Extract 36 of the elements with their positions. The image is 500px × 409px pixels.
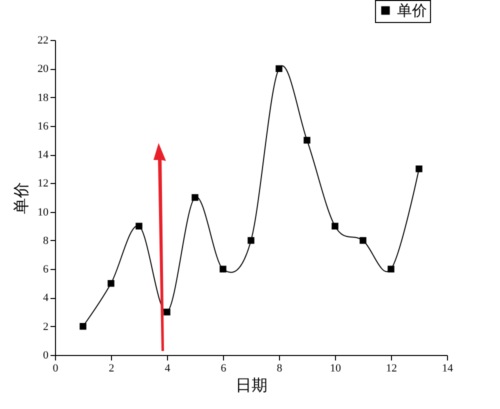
point: [332, 222, 338, 230]
point: [276, 65, 282, 72]
y-tick-label: 12: [38, 178, 48, 190]
x-tick-label: 10: [330, 362, 342, 374]
point: [108, 280, 114, 287]
y-tick-label: 18: [38, 92, 49, 104]
x-tick-label: 12: [386, 362, 397, 374]
y-tick-label: 6: [43, 264, 49, 276]
x-tick-label: 2: [108, 362, 114, 374]
y-tick-label: 4: [43, 292, 49, 304]
y-tick-label: 0: [43, 350, 49, 362]
y-tick-label: 16: [38, 120, 49, 132]
y-tick-label: 22: [38, 34, 48, 46]
x-tick-label: 4: [164, 362, 171, 374]
y-tick-label: 10: [38, 206, 49, 218]
legend-label: 单价: [397, 2, 427, 20]
x-tick-label: 14: [442, 362, 454, 374]
x-tick-label: 8: [276, 362, 283, 374]
point: [416, 166, 422, 172]
y-tick-label: 20: [38, 63, 49, 76]
y-tick-label: 14: [38, 149, 49, 162]
point: [388, 266, 394, 272]
y-tick-label: 2: [43, 320, 48, 333]
point: [164, 308, 170, 316]
x-tick-label: 0: [52, 362, 59, 374]
x-tick-label: 6: [220, 362, 227, 374]
y-tick-label: 8: [43, 234, 49, 247]
point: [192, 194, 198, 201]
x-axis-title: 日期: [236, 376, 268, 394]
point: [80, 323, 86, 330]
y-axis-title: 单价: [12, 182, 30, 214]
point: [248, 237, 254, 244]
point: [304, 136, 310, 144]
point: [220, 266, 226, 272]
point: [136, 222, 142, 230]
point: [360, 237, 366, 244]
